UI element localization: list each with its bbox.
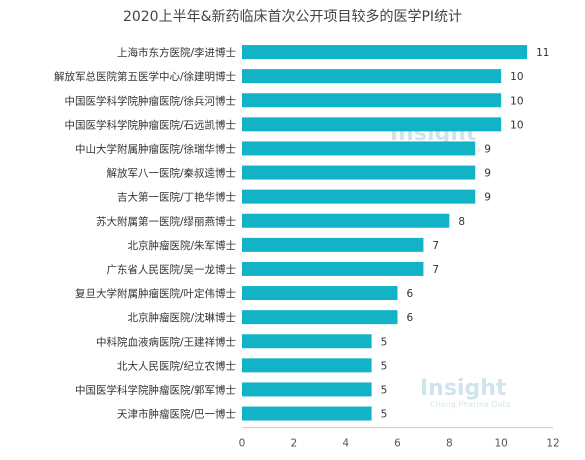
category-label: 中国医学科学院肿瘤医院/石远凯博士 [64,118,236,131]
value-label: 8 [458,216,465,228]
bar [242,117,502,132]
bar [242,93,502,108]
x-tick-label: 0 [239,438,246,450]
category-label: 天津市肿瘤医院/巴一博士 [117,408,236,421]
value-label: 6 [407,288,414,300]
bar [242,334,372,349]
x-tick-label: 6 [394,438,401,450]
category-label: 广东省人民医院/吴一龙博士 [106,263,236,276]
watermark-text: Insight [420,376,507,401]
bar [242,165,476,180]
bar [242,141,476,156]
category-labels: 上海市东方医院/李进博士解放军总医院第五医学中心/徐建明博士中国医学科学院肿瘤医… [54,46,236,421]
category-label: 上海市东方医院/李进博士 [117,46,236,59]
value-label: 10 [510,119,523,131]
category-label: 解放军总医院第五医学中心/徐建明博士 [54,70,236,83]
bar [242,237,424,252]
value-label: 9 [484,192,491,204]
value-label: 6 [407,312,414,324]
category-label: 中国医学科学院肿瘤医院/徐兵河博士 [64,94,236,107]
category-label: 中山大学附属肿瘤医院/徐瑞华博士 [75,142,236,155]
value-label: 11 [536,47,549,59]
chart-title: 2020上半年&新药临床首次公开项目较多的医学PI统计 [122,9,463,25]
value-label: 9 [484,143,491,155]
bar [242,45,528,60]
category-label: 北大人民医院/纪立农博士 [117,359,236,372]
bar [242,382,372,397]
bar [242,406,372,421]
category-label: 吉大第一医院/丁艳华博士 [117,191,236,204]
category-label: 中科院血液病医院/王建祥博士 [96,335,236,348]
value-label: 10 [510,71,523,83]
bar [242,69,502,84]
x-tick-label: 10 [494,438,507,450]
bar [242,213,450,228]
bar [242,358,372,373]
category-label: 北京肿瘤医院/朱军博士 [127,239,236,252]
bar [242,310,398,325]
x-axis-ticks: 0 2 4 6 8 10 12 [239,438,560,450]
value-label: 5 [381,384,388,396]
value-label: 5 [381,336,388,348]
category-label: 北京肿瘤医院/沈琳博士 [127,311,236,324]
category-label: 解放军八一医院/秦叔逵博士 [106,167,236,180]
x-tick-label: 12 [546,438,559,450]
value-label: 5 [381,409,388,421]
bar [242,286,398,301]
value-label: 5 [381,360,388,372]
value-label: 9 [484,168,491,180]
bars-group [242,45,528,421]
category-label: 苏大附属第一医院/缪丽燕博士 [96,215,236,228]
x-tick-label: 8 [446,438,453,450]
value-label: 7 [432,264,439,276]
x-tick-label: 2 [290,438,297,450]
bar [242,261,424,276]
value-label: 7 [432,240,439,252]
bar [242,189,476,204]
value-label: 10 [510,95,523,107]
category-label: 中国医学科学院肿瘤医院/郭军博士 [75,383,236,396]
value-labels: 11 10 10 10 9 9 9 8 7 7 6 6 5 5 5 5 [381,47,550,421]
watermark-subtext: Cheng Pharma Data [430,400,511,409]
x-tick-label: 4 [342,438,349,450]
category-label: 复旦大学附属肿瘤医院/叶定伟博士 [75,287,236,300]
